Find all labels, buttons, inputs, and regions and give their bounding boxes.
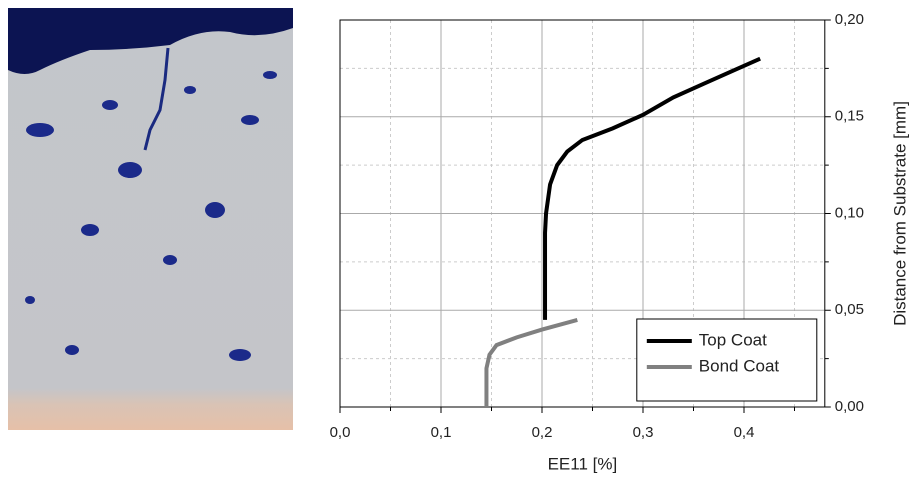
x-tick-label: 0,4 xyxy=(734,424,755,441)
x-tick-label: 0,2 xyxy=(532,424,553,441)
x-tick-label: 0,0 xyxy=(330,424,351,441)
y-tick-label: 0,00 xyxy=(835,398,864,415)
line-series xyxy=(543,56,761,320)
line-series xyxy=(484,317,578,407)
y-tick-label: 0,05 xyxy=(835,301,864,318)
x-tick-label: 0,1 xyxy=(431,424,452,441)
y-tick-label: 0,20 xyxy=(835,11,864,28)
y-tick-label: 0,15 xyxy=(835,108,864,125)
y-tick-label: 0,10 xyxy=(835,204,864,221)
plot-frame xyxy=(339,19,826,408)
micrograph xyxy=(8,8,293,430)
legend-box xyxy=(636,318,818,402)
y-axis-title: Distance from Substrate [mm] xyxy=(890,101,909,326)
legend-label: Top Coat xyxy=(699,330,767,349)
legend-label: Bond Coat xyxy=(699,356,780,375)
x-tick-label: 0,3 xyxy=(633,424,654,441)
x-axis-title: EE11 [%] xyxy=(548,454,618,473)
